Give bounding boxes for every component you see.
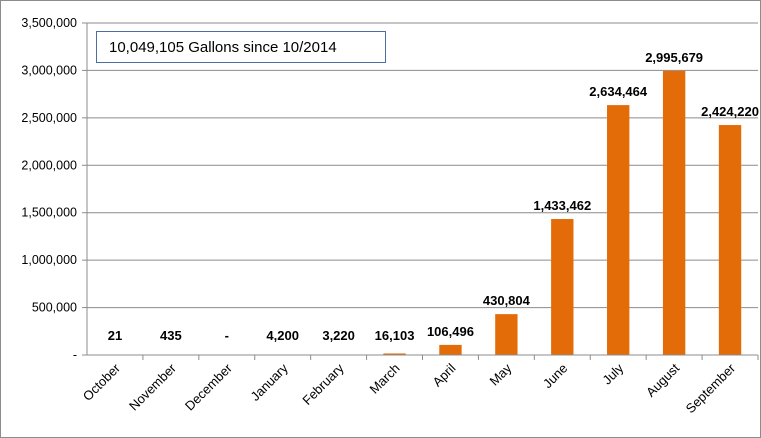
y-tick-label: - [73, 348, 77, 362]
x-tick-label-june: June [540, 361, 571, 392]
data-label-november: 435 [160, 328, 182, 343]
x-tick-label-may: May [487, 360, 515, 388]
data-label-march: 16,103 [375, 328, 415, 343]
y-tick-label: 1,000,000 [21, 253, 77, 267]
bar-march [383, 353, 406, 355]
y-tick-label: 1,500,000 [21, 206, 77, 220]
bars [103, 70, 742, 356]
data-label-february: 3,220 [322, 328, 355, 343]
data-label-september: 2,424,220 [701, 104, 759, 119]
x-tick-label-november: November [126, 360, 179, 413]
data-label-january: 4,200 [266, 328, 299, 343]
x-tick-label-october: October [80, 360, 124, 404]
bar-august [662, 70, 686, 356]
bar-june [551, 219, 574, 355]
data-label-august: 2,995,679 [645, 50, 703, 65]
data-label-july: 2,634,464 [589, 84, 648, 99]
total-annotation-text: 10,049,105 Gallons since 10/2014 [109, 38, 337, 56]
data-labels: 21 435 - 4,200 3,220 16,103 106,496 430,804 1,43… [108, 50, 759, 343]
data-label-may: 430,804 [483, 293, 531, 308]
y-axis-tick-labels: - 500,000 1,000,000 1,500,000 2,000,000 2,500… [21, 16, 87, 362]
x-tick-label-december: December [182, 360, 235, 413]
x-tick-label-january: January [248, 360, 292, 404]
data-label-april: 106,496 [427, 324, 474, 339]
x-tick-label-august: August [643, 360, 682, 399]
data-label-june: 1,433,462 [533, 198, 591, 213]
y-tick-label: 2,000,000 [21, 158, 77, 172]
data-label-december: - [225, 328, 229, 343]
x-tick-label-march: March [367, 361, 403, 397]
bar-july [607, 105, 630, 356]
data-label-october: 21 [108, 328, 122, 343]
x-tick-label-february: February [299, 360, 347, 408]
bar-april [439, 344, 462, 355]
gridlines [87, 22, 758, 309]
y-tick-label: 500,000 [32, 301, 77, 315]
x-tick-label-april: April [430, 360, 459, 389]
x-tick-label-july: July [599, 360, 626, 387]
y-tick-label: 3,000,000 [21, 63, 77, 77]
x-axis-category-labels: October November December January February Ma… [80, 355, 759, 416]
bar-september [718, 125, 742, 356]
x-tick-label-september: September [683, 360, 739, 416]
y-tick-label: 2,500,000 [21, 111, 77, 125]
total-annotation-box: 10,049,105 Gallons since 10/2014 [96, 31, 386, 63]
y-tick-label: 3,500,000 [21, 16, 77, 30]
bar-may [495, 314, 518, 355]
